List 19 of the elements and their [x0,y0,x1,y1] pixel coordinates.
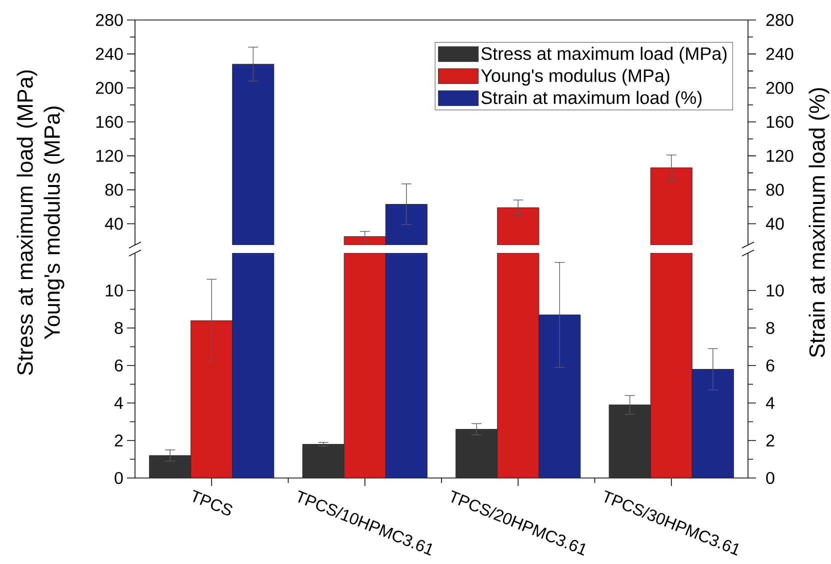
y-tick-label: 160 [96,116,123,128]
y2-axis-title: Strain at maximum load (%) [808,88,830,358]
y-tick-label: 2 [766,434,774,446]
y-tick-label: 0 [766,472,774,484]
x-tick-label: TPCS [193,490,232,516]
y-tick-label: 10 [766,284,784,297]
y-tick-label: 4 [766,397,774,409]
legend-label: Stress at maximum load (MPa) [481,46,727,64]
y-tick-label: 8 [766,322,774,334]
y-tick-label: 6 [766,359,774,372]
y-tick-label: 120 [96,150,123,162]
legend-label: Young's modulus (MPa) [481,68,670,86]
y-tick-label: 80 [105,184,123,196]
y-axis-title: Stress at maximum load (MPa) Young's modulus (MPa) [16,70,64,375]
y-tick-label: 280 [96,14,123,26]
y-tick-label: 240 [96,48,123,60]
y-tick-label: 40 [104,218,123,230]
legend-label: Strain at maximum load (%) [481,90,702,108]
y-tick-label: 200 [96,82,123,94]
